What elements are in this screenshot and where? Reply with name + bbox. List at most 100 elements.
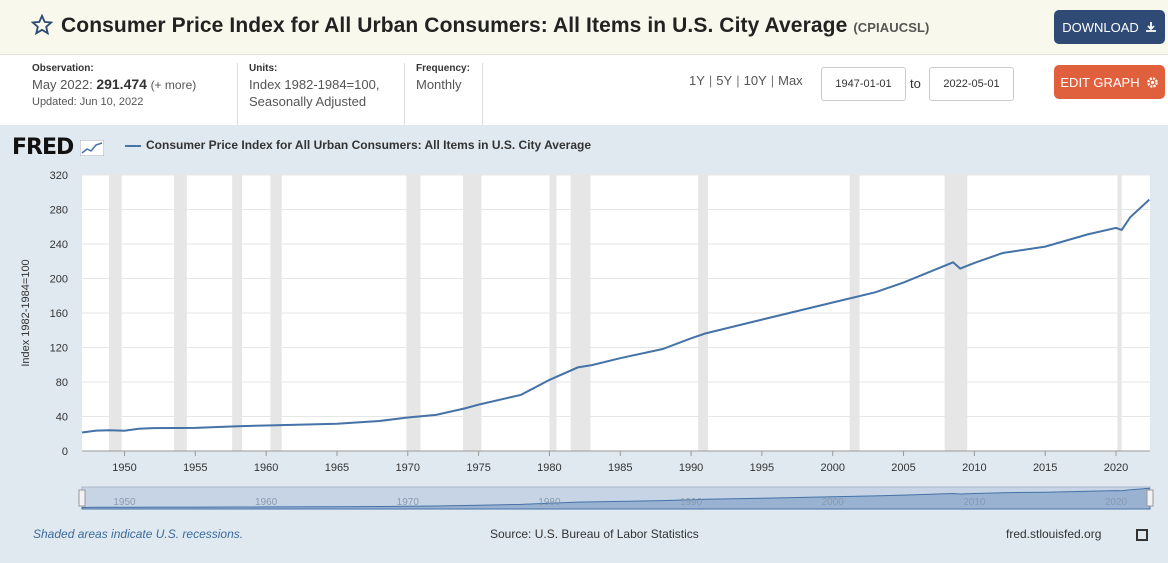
divider [482,63,483,125]
range-1y-link[interactable]: 1Y [689,73,705,88]
units-label: Units: [249,63,278,74]
data-point [1149,199,1150,200]
y-tick-label: 40 [56,412,68,424]
data-point [761,319,762,320]
observation-date: May 2022: [32,77,93,92]
observation-row: May 2022: 291.474 (+ more) [32,76,196,94]
navigator-tick-label: 2010 [963,497,986,508]
source-text: Source: U.S. Bureau of Labor Statistics [490,527,699,541]
data-point [237,426,238,427]
fred-url-link[interactable]: fred.stlouisfed.org [1006,527,1102,541]
data-point [591,365,592,366]
navigator-tick-label: 1950 [113,497,136,508]
data-point [1087,234,1088,235]
data-point [903,282,904,283]
navigator-tick-label: 2000 [822,497,845,508]
y-tick-label: 0 [62,446,68,458]
x-tick-label: 1955 [183,462,207,474]
x-tick-label: 2020 [1104,462,1128,474]
edit-graph-label: EDIT GRAPH [1060,74,1140,90]
navigator-tick-label: 1960 [255,497,278,508]
x-tick-label: 2010 [962,462,986,474]
data-point [82,432,83,433]
fred-logo-graph-icon [79,139,105,157]
frequency-value: Monthly [416,77,462,92]
x-tick-label: 1980 [537,462,561,474]
data-point [953,262,954,263]
x-tick-label: 1985 [608,462,632,474]
divider [237,63,238,125]
fullscreen-icon[interactable] [1136,529,1148,541]
start-date-input[interactable]: 1947-01-01 [821,67,906,101]
download-icon [1145,22,1156,32]
observation-block: Observation: May 2022: 291.474 (+ more) … [32,63,196,108]
x-tick-label: 2000 [820,462,844,474]
data-point [521,394,522,395]
data-point [195,427,196,428]
fred-logo[interactable]: FRED [12,135,105,160]
observation-more-link[interactable]: (+ more) [150,78,197,92]
x-tick-label: 1990 [679,462,703,474]
data-point [691,338,692,339]
data-point [832,302,833,303]
y-tick-label: 160 [50,308,68,320]
units-line-1: Index 1982-1984=100, [249,77,380,92]
data-point [124,430,125,431]
y-tick-label: 320 [50,170,68,182]
y-tick-label: 200 [50,274,68,286]
updated-date: Updated: Jun 10, 2022 [32,96,144,108]
data-point [549,379,550,380]
range-links: 1Y | 5Y | 10Y | Max [689,73,803,88]
series-id: (CPIAUCSL) [853,20,930,35]
to-label: to [910,76,921,91]
data-point [96,430,97,431]
navigator-handle[interactable] [78,489,86,507]
y-tick-label: 280 [50,205,68,217]
data-point [152,428,153,429]
fred-logo-text: FRED [12,135,74,160]
data-point [960,268,961,269]
legend-swatch [125,145,141,147]
chart-svg[interactable]: 0 40 80 120 160 200 240 280 320 1950 1955 1960 1965 1… [0,160,1168,520]
data-point [577,367,578,368]
navigator-tick-label: 1980 [538,497,561,508]
observation-label: Observation: [32,63,94,74]
data-point [436,414,437,415]
data-point [464,408,465,409]
data-point [336,423,337,424]
x-tick-label: 1970 [396,462,420,474]
legend-label: Consumer Price Index for All Urban Consu… [146,138,591,152]
x-tick-label: 1975 [466,462,490,474]
frequency-block: Frequency: Monthly [416,63,470,93]
edit-graph-button[interactable]: EDIT GRAPH [1054,65,1165,99]
series-line [81,198,1150,434]
data-point [662,348,663,349]
range-10y-link[interactable]: 10Y [743,73,767,88]
end-date-input[interactable]: 2022-05-01 [929,67,1014,101]
y-tick-label: 120 [50,343,68,355]
range-5y-link[interactable]: 5Y [716,73,733,88]
frequency-label: Frequency: [416,63,470,74]
units-line-2: Seasonally Adjusted [249,94,367,109]
data-point [1116,227,1117,228]
y-tick-label: 80 [56,377,68,389]
data-point [266,425,267,426]
y-axis-label: Index 1982-1984=100 [20,259,32,366]
navigator-series [81,487,1151,510]
data-point [1121,229,1122,230]
navigator-tick-label: 1990 [680,497,703,508]
data-point [110,430,111,431]
units-block: Units: Index 1982-1984=100, Seasonally A… [249,63,379,110]
download-button[interactable]: DOWNLOAD [1054,10,1165,44]
data-point [974,262,975,263]
x-tick-label: 1960 [254,462,278,474]
star-icon[interactable] [31,14,53,36]
data-point [379,420,380,421]
range-max-link[interactable]: Max [778,73,803,88]
divider [404,63,405,125]
navigator-handle[interactable] [1146,489,1154,507]
data-point [1045,246,1046,247]
data-point [1130,217,1131,218]
navigator-tick-label: 2020 [1105,497,1128,508]
title-bar: Consumer Price Index for All Urban Consu… [0,0,1168,55]
